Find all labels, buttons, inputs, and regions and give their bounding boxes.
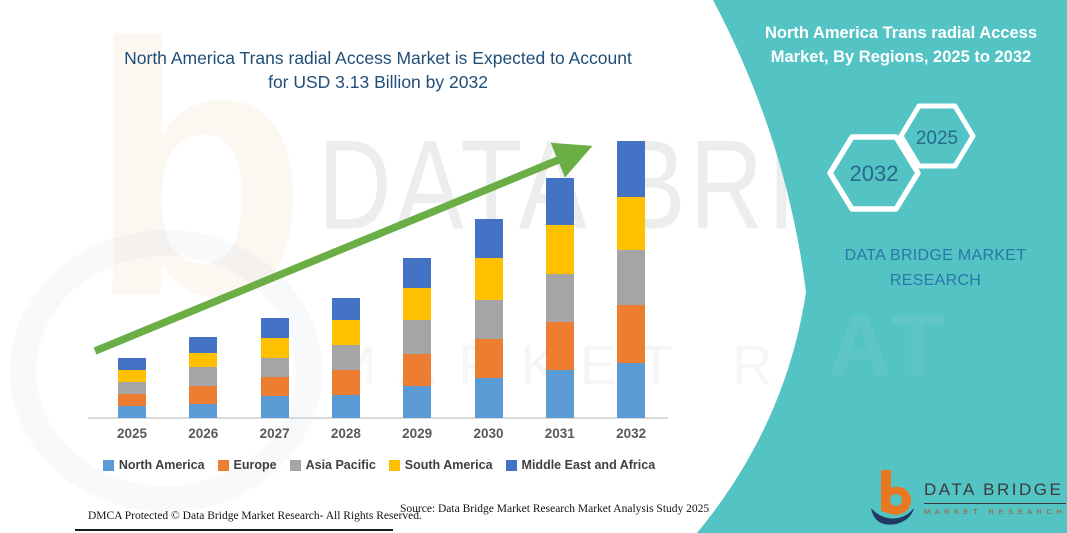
bar-segment-2032-north-america — [617, 363, 646, 418]
chart-title-line2: for USD 3.13 Billion by 2032 — [268, 72, 488, 93]
company-logo: DATA BRIDGE MARKET RESEARCH — [868, 468, 1067, 526]
legend-item-north-america: North America — [102, 458, 205, 472]
bar-2025 — [118, 358, 146, 418]
bar-segment-2031-north-america — [545, 370, 574, 418]
legend-label: Middle East and Africa — [521, 458, 656, 472]
bar-segment-2025-middle-east-and-africa — [118, 358, 146, 370]
x-axis-line — [88, 417, 668, 419]
bar-segment-2027-asia-pacific — [260, 358, 289, 377]
bar-segment-2032-south-america — [617, 197, 646, 250]
legend-item-asia-pacific: Asia Pacific — [289, 458, 376, 472]
chart-title: North America Trans radial Access Market… — [98, 46, 658, 94]
legend-label: Europe — [233, 458, 277, 472]
legend-swatch — [289, 459, 301, 471]
legend-label: Asia Pacific — [305, 458, 376, 472]
bar-2032 — [617, 141, 646, 418]
bar-segment-2030-north-america — [474, 378, 503, 418]
bar-segment-2026-asia-pacific — [189, 367, 218, 386]
source-note: Source: Data Bridge Market Research Mark… — [400, 503, 710, 515]
bar-segment-2032-middle-east-and-africa — [617, 141, 646, 197]
panel-watermark: AT — [828, 296, 951, 395]
hexagon-2032 — [827, 134, 921, 212]
bar-segment-2027-north-america — [260, 396, 289, 418]
legend-swatch — [388, 459, 400, 471]
x-axis-label-2029: 2029 — [402, 426, 433, 441]
bar-segment-2029-north-america — [403, 386, 432, 418]
bar-segment-2026-europe — [189, 386, 218, 404]
x-axis-label-2028: 2028 — [330, 426, 361, 441]
legend-item-europe: Europe — [217, 458, 277, 472]
logo-b-icon — [871, 470, 914, 525]
hexagon-2025 — [898, 103, 976, 169]
x-axis-label-2027: 2027 — [259, 426, 290, 441]
bar-segment-2028-europe — [331, 370, 360, 395]
bottom-rule — [75, 529, 393, 531]
x-axis-label-2031: 2031 — [544, 426, 575, 441]
hexagon-2025-label: 2025 — [916, 128, 958, 149]
bar-segment-2025-europe — [118, 394, 146, 406]
bar-segment-2025-south-america — [118, 370, 146, 382]
bar-segment-2026-north-america — [189, 404, 218, 418]
bar-segment-2028-north-america — [331, 395, 360, 418]
legend-label: North America — [118, 458, 205, 472]
x-axis-label-2025: 2025 — [116, 426, 148, 441]
side-panel-title-line2: Market, By Regions, 2025 to 2032 — [770, 47, 1032, 66]
x-axis-label-2026: 2026 — [188, 426, 219, 441]
bar-segment-2029-europe — [403, 354, 432, 386]
chart-title-line1: North America Trans radial Access Market… — [124, 48, 632, 68]
bar-segment-2025-asia-pacific — [118, 382, 146, 394]
side-panel-title: North America Trans radial Access Market… — [756, 22, 1046, 70]
panel-brand-caption-line2: RESEARCH — [889, 271, 982, 289]
x-axis-label-2032: 2032 — [616, 426, 647, 441]
legend-item-middle-east-and-africa: Middle East and Africa — [505, 458, 656, 472]
logo-wordmark: DATA BRIDGE — [924, 480, 1067, 504]
bar-segment-2032-europe — [617, 305, 646, 363]
legend-item-south-america: South America — [388, 458, 493, 472]
bar-segment-2026-south-america — [189, 353, 218, 367]
bar-segment-2025-north-america — [118, 406, 146, 418]
bar-segment-2027-europe — [260, 377, 289, 396]
bar-segment-2032-asia-pacific — [617, 250, 646, 305]
dmca-notice: DMCA Protected © Data Bridge Market Rese… — [88, 510, 422, 522]
hexagon-2032-label: 2032 — [850, 161, 899, 186]
x-axis-label-2030: 2030 — [473, 426, 504, 441]
legend-label: South America — [404, 458, 493, 472]
side-panel-title-line1: North America Trans radial Access — [764, 24, 1038, 42]
legend-swatch — [217, 459, 229, 471]
panel-brand-caption: DATA BRIDGE MARKET RESEARCH — [813, 244, 1058, 294]
panel-brand-caption-line1: DATA BRIDGE MARKET — [844, 247, 1027, 264]
legend-swatch — [102, 459, 114, 471]
legend-swatch — [505, 459, 517, 471]
logo-subtitle: MARKET RESEARCH — [924, 507, 1067, 516]
chart-legend: North America Europe Asia Pacific South Ame… — [88, 458, 670, 472]
x-axis-labels: 2025 2026 2027 2028 2029 2030 2031 2032 — [88, 426, 670, 446]
